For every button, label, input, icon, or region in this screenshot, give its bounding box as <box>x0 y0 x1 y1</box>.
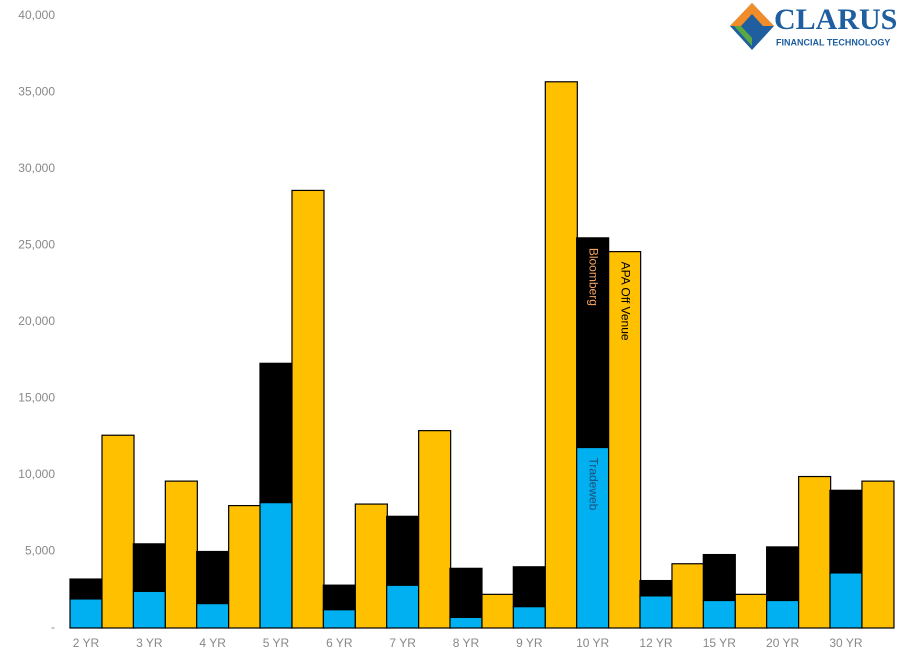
bar <box>322 609 356 629</box>
y-tick-label: 20,000 <box>18 314 55 328</box>
bar <box>228 505 262 629</box>
bar <box>734 593 768 629</box>
x-tick-label: 10 YR <box>576 636 609 650</box>
bar <box>639 579 673 597</box>
bar <box>829 572 863 629</box>
x-tick-label: 2 YR <box>73 636 100 650</box>
bar <box>354 503 388 629</box>
bar <box>766 546 800 602</box>
bar <box>512 605 546 629</box>
logo: CLARUS FINANCIAL TECHNOLOGY <box>730 3 897 50</box>
bar <box>544 81 578 629</box>
x-tick-label: 9 YR <box>516 636 543 650</box>
logo-mark-top <box>730 3 774 26</box>
y-tick-label: 35,000 <box>18 85 55 99</box>
y-tick-label: 25,000 <box>18 238 55 252</box>
bar <box>69 578 103 600</box>
bar <box>69 598 103 629</box>
bar <box>861 480 895 629</box>
y-tick-label: 10,000 <box>18 467 55 481</box>
bar <box>798 475 832 629</box>
x-tick-label: 6 YR <box>326 636 353 650</box>
bar <box>449 616 483 629</box>
bar <box>196 602 230 629</box>
x-tick-label: 20 YR <box>766 636 799 650</box>
x-tick-label: 3 YR <box>136 636 163 650</box>
bar <box>702 553 736 602</box>
bar <box>766 599 800 629</box>
y-tick-label: 15,000 <box>18 391 55 405</box>
bar <box>132 590 166 629</box>
y-tick-label: 5,000 <box>25 544 55 558</box>
bar <box>259 501 293 629</box>
bar <box>164 480 198 629</box>
bar <box>829 489 863 574</box>
x-tick-label: 4 YR <box>199 636 226 650</box>
y-tick-label: - <box>51 620 55 634</box>
bar <box>386 515 420 586</box>
legend-label: Bloomberg <box>586 248 600 306</box>
bar <box>322 584 356 611</box>
x-tick-label: 15 YR <box>703 636 736 650</box>
bar <box>101 434 135 629</box>
y-tick-label: 30,000 <box>18 161 55 175</box>
logo-mark-green <box>734 26 752 46</box>
x-tick-label: 5 YR <box>263 636 290 650</box>
logo-tagline: FINANCIAL TECHNOLOGY <box>776 37 890 47</box>
legend-label: APA Off Venue <box>618 262 632 341</box>
bar <box>671 563 705 629</box>
x-tick-label: 8 YR <box>453 636 480 650</box>
bar <box>512 566 546 608</box>
bar <box>291 189 325 629</box>
bar <box>132 543 166 592</box>
x-tick-label: 12 YR <box>639 636 672 650</box>
x-tick-label: 7 YR <box>389 636 416 650</box>
bar <box>702 599 736 629</box>
bar <box>196 550 230 605</box>
legend-label: Tradeweb <box>586 457 600 510</box>
bar <box>259 362 293 504</box>
bar <box>481 593 515 629</box>
bar <box>639 595 673 629</box>
bar <box>418 430 452 629</box>
bar <box>576 237 610 449</box>
y-tick-label: 40,000 <box>18 8 55 22</box>
bar <box>386 584 420 629</box>
logo-name: CLARUS <box>774 3 897 36</box>
bar <box>608 251 642 629</box>
x-tick-label: 30 YR <box>829 636 862 650</box>
bar <box>449 567 483 618</box>
